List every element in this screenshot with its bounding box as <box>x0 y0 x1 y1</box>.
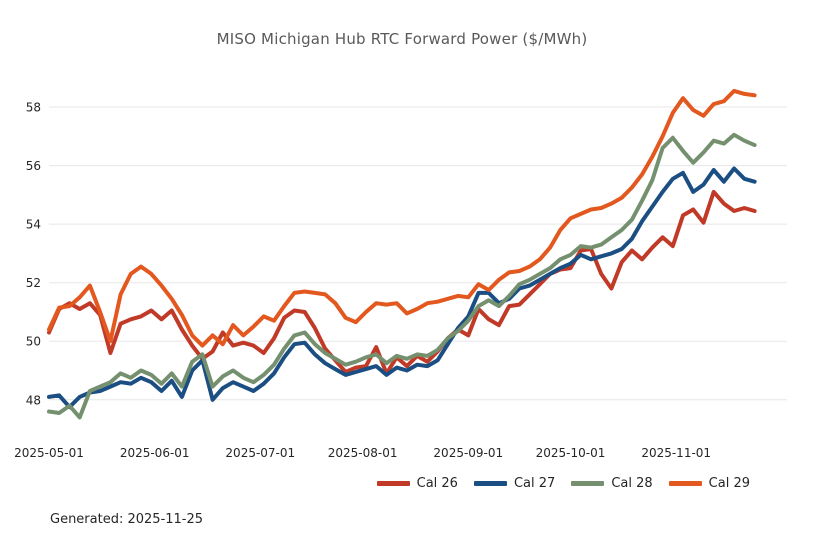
legend-label: Cal 29 <box>708 476 750 491</box>
y-tick-label: 48 <box>26 393 41 407</box>
series-line-cal-27 <box>47 166 757 410</box>
series-line-cal-29 <box>47 88 757 348</box>
x-tick-label: 2025-08-01 <box>328 446 398 460</box>
y-tick-label: 56 <box>26 159 41 173</box>
legend-swatch-icon <box>668 481 702 486</box>
chart-title: MISO Michigan Hub RTC Forward Power ($/M… <box>216 30 588 48</box>
x-tick-label: 2025-09-01 <box>433 446 503 460</box>
legend-label: Cal 26 <box>416 476 458 491</box>
legend-swatch-icon <box>376 481 410 486</box>
legend-swatch-icon <box>571 481 605 486</box>
x-tick-label: 2025-11-01 <box>641 446 711 460</box>
y-tick-label: 58 <box>26 101 41 115</box>
legend-swatch-icon <box>473 481 507 486</box>
series-line-cal-26 <box>47 189 757 376</box>
x-tick-label: 2025-06-01 <box>120 446 190 460</box>
x-tick-label: 2025-10-01 <box>536 446 606 460</box>
legend-item-cal-26: Cal 26 <box>376 476 458 491</box>
x-tick-label: 2025-05-01 <box>14 446 84 460</box>
legend-item-cal-29: Cal 29 <box>668 476 750 491</box>
legend-item-cal-28: Cal 28 <box>571 476 653 491</box>
x-tick-label: 2025-07-01 <box>225 446 295 460</box>
generated-timestamp: Generated: 2025-11-25 <box>50 512 204 527</box>
legend: Cal 26 Cal 27 Cal 28 Cal 29 <box>376 476 750 491</box>
legend-label: Cal 27 <box>513 476 556 491</box>
legend-item-cal-27: Cal 27 <box>473 476 556 491</box>
series-line-cal-28 <box>47 132 757 420</box>
y-tick-label: 54 <box>26 218 41 232</box>
y-tick-label: 50 <box>26 335 41 349</box>
legend-label: Cal 28 <box>611 476 653 491</box>
y-tick-label: 52 <box>26 276 41 290</box>
